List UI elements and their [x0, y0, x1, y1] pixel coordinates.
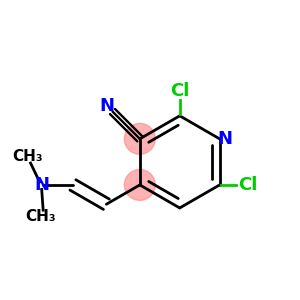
Text: Cl: Cl — [238, 176, 257, 194]
Circle shape — [124, 169, 155, 200]
Text: N: N — [218, 130, 232, 148]
Text: CH₃: CH₃ — [26, 209, 56, 224]
Text: N: N — [100, 97, 115, 115]
Text: Cl: Cl — [170, 82, 189, 100]
Text: CH₃: CH₃ — [12, 149, 43, 164]
Circle shape — [124, 123, 155, 154]
Text: N: N — [34, 176, 49, 194]
